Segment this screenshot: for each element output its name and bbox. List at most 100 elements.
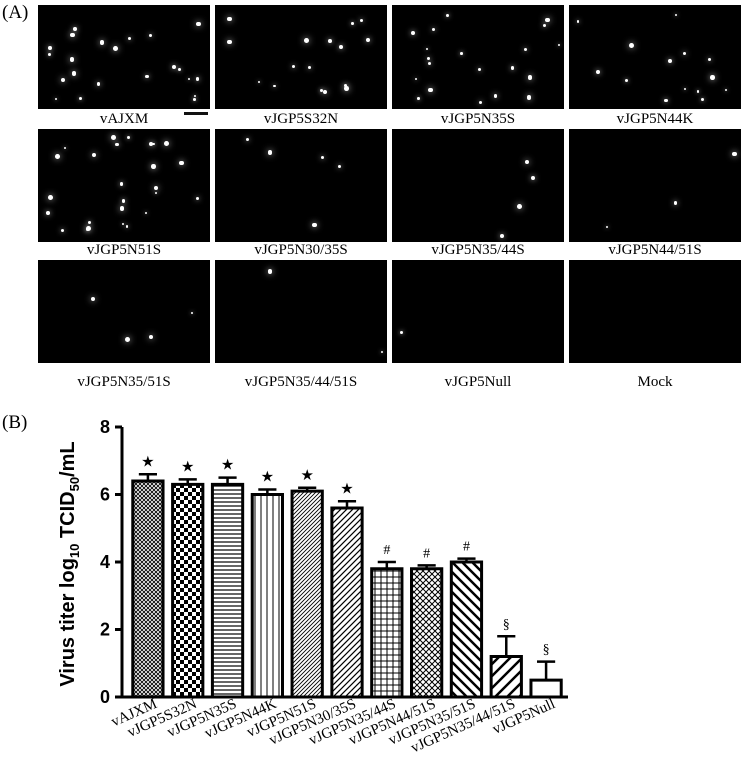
fluorescent-spot <box>292 64 296 69</box>
micrograph-4 <box>38 129 210 242</box>
fluorescent-spot <box>60 78 65 83</box>
fluorescent-spot <box>595 69 600 74</box>
fluorescent-spot <box>54 98 57 101</box>
fluorescent-spot <box>460 52 463 55</box>
bar <box>330 506 364 699</box>
fluorescent-spot <box>257 80 260 84</box>
fluorescent-spot <box>576 20 580 23</box>
micrograph-caption: vJGP5N44K <box>616 111 694 127</box>
fluorescent-spot <box>119 206 125 212</box>
fluorescent-spot <box>88 221 92 225</box>
micrograph-9 <box>215 260 387 363</box>
fluorescent-spot <box>493 94 498 99</box>
fluorescent-spot <box>179 161 184 166</box>
fluorescent-spot <box>545 17 550 23</box>
fluorescent-spot <box>125 337 131 343</box>
fluorescent-spot <box>682 51 687 56</box>
fluorescent-spot <box>524 159 530 165</box>
scale-bar <box>184 112 208 115</box>
significance-marker: ★ <box>300 466 313 484</box>
significance-marker: § <box>503 617 510 632</box>
fluorescent-spot <box>732 151 737 157</box>
fluorescent-spot <box>478 100 483 105</box>
fluorescent-spot <box>380 351 383 354</box>
fluorescent-spot <box>122 222 125 226</box>
fluorescent-spot <box>99 40 104 45</box>
fluorescent-spot <box>724 88 728 92</box>
significance-marker: ★ <box>340 479 353 497</box>
fluorescent-spot <box>163 141 169 147</box>
y-tick-label: 6 <box>100 485 110 505</box>
micrograph-1 <box>215 5 387 109</box>
fluorescent-spot <box>73 26 77 31</box>
fluorescent-spot <box>530 175 535 180</box>
fluorescent-spot <box>111 135 117 140</box>
panel-a-label: (A) <box>2 2 29 23</box>
fluorescent-spot <box>605 225 608 229</box>
significance-marker: # <box>423 546 430 561</box>
fluorescent-spot <box>115 142 120 147</box>
fluorescent-spot <box>126 135 130 139</box>
y-tick-label: 8 <box>100 417 110 437</box>
fluorescent-spot <box>312 222 317 227</box>
fluorescent-spot <box>343 83 347 87</box>
fluorescent-spot <box>400 330 403 334</box>
fluorescent-spot <box>148 334 154 340</box>
fluorescent-spot <box>320 88 324 92</box>
fluorescent-spot <box>190 312 193 315</box>
fluorescent-spot <box>47 46 52 50</box>
bar <box>529 678 563 699</box>
fluorescent-spot <box>684 87 687 90</box>
fluorescent-spot <box>69 32 75 38</box>
y-tick-label: 4 <box>100 552 110 572</box>
significance-marker: ★ <box>141 452 154 470</box>
fluorescent-spot <box>187 78 190 81</box>
fluorescent-spot <box>60 228 65 232</box>
significance-marker: ★ <box>261 467 274 485</box>
fluorescent-spot <box>417 97 420 100</box>
fluorescent-spot <box>446 13 449 17</box>
y-tick-label: 0 <box>100 687 110 707</box>
fluorescent-spot <box>227 16 232 22</box>
fluorescent-spot <box>149 141 154 146</box>
micrograph-caption: vJGP5N51S <box>86 242 162 258</box>
fluorescent-spot <box>125 225 129 229</box>
micrograph-3 <box>569 5 741 109</box>
micrograph-caption: vJGP5N35/44/51S <box>244 374 358 390</box>
fluorescent-spot <box>85 227 89 231</box>
fluorescent-spot <box>273 84 276 88</box>
fluorescent-spot <box>337 164 342 169</box>
fluorescent-spot <box>542 23 547 27</box>
fluorescent-spot <box>511 66 515 70</box>
fluorescent-spot <box>427 56 431 60</box>
micrograph-6 <box>392 129 564 242</box>
significance-marker: § <box>543 643 550 658</box>
bar <box>449 560 484 699</box>
fluorescent-spot <box>47 195 53 200</box>
fluorescent-spot <box>154 192 157 195</box>
bar <box>489 655 523 699</box>
fluorescent-spot <box>63 147 66 150</box>
fluorescent-spot <box>428 87 433 93</box>
fluorescent-spot <box>121 199 126 203</box>
bar <box>131 479 165 699</box>
fluorescent-spot <box>145 211 148 215</box>
fluorescent-spot <box>432 28 436 32</box>
fluorescent-spot <box>707 58 712 62</box>
fluorescent-spot <box>193 94 197 98</box>
fluorescent-spot <box>196 77 200 81</box>
fluorescent-spot <box>425 47 429 51</box>
fluorescent-spot <box>69 56 75 62</box>
panel-b-label: (B) <box>2 412 28 433</box>
fluorescent-spot <box>524 47 528 52</box>
y-axis-title: Virus titer log10 TCID50/mL <box>57 441 82 686</box>
fluorescent-spot <box>414 77 418 81</box>
micrograph-caption: vJGP5S32N <box>263 111 339 127</box>
fluorescent-spot <box>54 154 60 159</box>
fluorescent-spot <box>153 185 159 191</box>
bar <box>370 567 404 699</box>
fluorescent-spot <box>71 71 77 76</box>
fluorescent-spot <box>527 75 533 80</box>
micrograph-11 <box>569 260 741 363</box>
